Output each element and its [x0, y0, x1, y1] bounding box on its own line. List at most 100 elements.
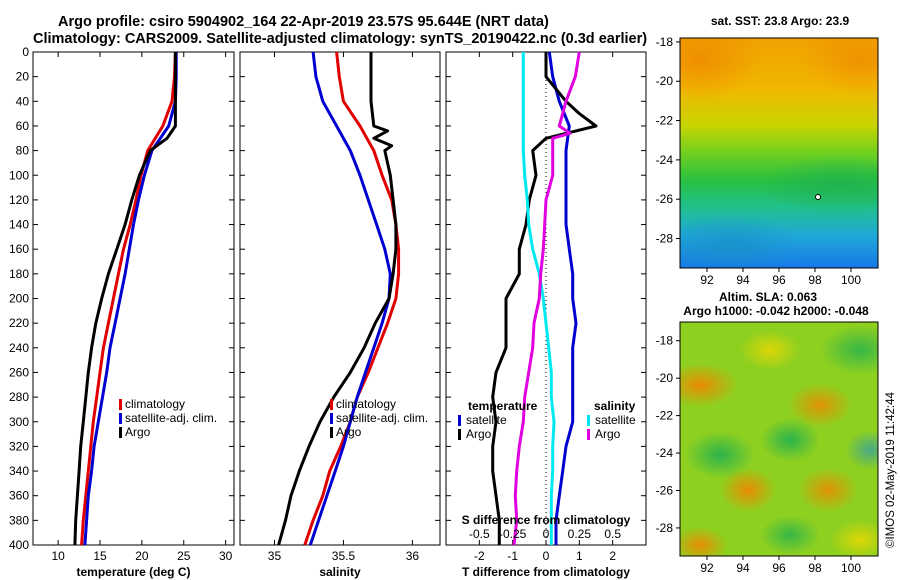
sla-orange-eddy-2	[720, 468, 776, 512]
diff-series-t-argo	[491, 52, 598, 545]
map-xtick-label: 94	[736, 273, 750, 287]
sla-orange-eddy-1	[680, 363, 738, 407]
depth-tick-label: 180	[9, 267, 29, 281]
sla-map: Altim. SLA: 0.063 Argo h1000: -0.042 h20…	[656, 290, 879, 575]
diff-legend-t-label: satellite	[466, 413, 507, 427]
temp-legend-swatch	[119, 399, 122, 410]
sla-green-eddy-2	[760, 418, 820, 462]
temp-xtick-label: 30	[219, 549, 233, 563]
diff-s-tick-label: 0	[543, 527, 550, 541]
map-ytick-label: -26	[656, 483, 674, 497]
sst-argo-marker	[815, 194, 821, 200]
sla-map-title: Altim. SLA: 0.063	[719, 290, 817, 304]
temp-legend-label: Argo	[125, 425, 151, 439]
map-ytick-label: -24	[656, 153, 674, 167]
diff-legend-t-swatch	[458, 429, 461, 440]
sal-series-climatology	[303, 51, 401, 546]
depth-tick-label: 20	[16, 70, 30, 84]
diff-s-tick-label: 0.25	[568, 527, 592, 541]
temp-xtick-label: 10	[51, 549, 65, 563]
depth-tick-label: 380	[9, 513, 29, 527]
temp-xtick-label: 25	[177, 549, 191, 563]
depth-tick-label: 0	[22, 45, 29, 59]
sst-green-band	[760, 155, 878, 215]
sla-blue-eddy	[845, 430, 878, 470]
sla-map-subtitle: Argo h1000: -0.042 h2000: -0.048	[683, 304, 869, 318]
diff-legend-t-swatch	[458, 415, 461, 426]
sal-legend-label: satellite-adj. clim.	[336, 411, 428, 425]
title-line-2: Climatology: CARS2009. Satellite-adjuste…	[33, 31, 647, 47]
sst-warm-patch	[680, 38, 760, 100]
sal-xlabel: salinity	[319, 565, 361, 579]
title-line-1: Argo profile: csiro 5904902_164 22-Apr-2…	[58, 14, 549, 30]
diff-series-s-argo	[512, 51, 581, 546]
temp-xlabel: temperature (deg C)	[76, 565, 190, 579]
sst-map: sat. SST: 23.8 Argo: 23.9 92 94 96 98 100 -18…	[656, 14, 879, 287]
diff-xtick-label: 0	[543, 549, 550, 563]
depth-tick-label: 300	[9, 415, 29, 429]
sal-legend-swatch	[330, 399, 333, 410]
sal-legend-label: climatology	[336, 397, 396, 411]
sst-warm-patch-2	[800, 38, 878, 95]
diff-s-tick-label: -0.25	[499, 527, 527, 541]
map-xtick-label: 96	[772, 561, 786, 575]
depth-tick-label: 280	[9, 390, 29, 404]
sal-frame	[239, 51, 441, 546]
diff-s-tick-label: 0.5	[604, 527, 621, 541]
depth-tick-label: 340	[9, 464, 29, 478]
map-ytick-label: -24	[656, 446, 674, 460]
sal-legend-swatch	[330, 413, 333, 424]
diff-legend-s-swatch	[587, 429, 590, 440]
diff-xtick-label: -2	[474, 549, 485, 563]
sla-green-eddy-4	[760, 515, 820, 555]
sla-yellow-patch-1	[740, 330, 800, 370]
depth-tick-label: 400	[9, 538, 29, 552]
map-xtick-label: 100	[841, 561, 861, 575]
sst-map-title: sat. SST: 23.8 Argo: 23.9	[711, 14, 850, 28]
sal-xtick-label: 35	[268, 549, 282, 563]
diff-s-tick-label: -0.5	[469, 527, 490, 541]
difference-panel: -2 -1 0 1 2 T difference from climatology temp…	[445, 51, 647, 579]
sla-orange-eddy-5	[680, 527, 728, 556]
diff-legend-temperature-title: temperature	[468, 399, 538, 413]
depth-tick-label: 160	[9, 242, 29, 256]
depth-tick-label: 140	[9, 218, 29, 232]
diff-xtick-label: 2	[609, 549, 616, 563]
depth-tick-label: 200	[9, 292, 29, 306]
depth-tick-label: 80	[16, 144, 30, 158]
diff-legend-s-label: Argo	[595, 427, 621, 441]
diff-xlabel: T difference from climatology	[462, 565, 630, 579]
map-ytick-label: -18	[656, 35, 674, 49]
map-ytick-label: -20	[656, 74, 674, 88]
depth-tick-label: 120	[9, 193, 29, 207]
depth-tick-label: 320	[9, 439, 29, 453]
sla-orange-eddy-3	[788, 383, 852, 427]
diff-legend-s-label: satellite	[595, 413, 636, 427]
depth-tick-label: 40	[16, 94, 30, 108]
map-xtick-label: 92	[700, 273, 714, 287]
temp-legend-swatch	[119, 427, 122, 438]
temp-xtick-label: 15	[93, 549, 107, 563]
sst-cool-patch	[680, 215, 800, 268]
sal-xtick-label: 35.5	[332, 549, 356, 563]
depth-tick-label: 360	[9, 489, 29, 503]
sla-orange-eddy-4	[798, 468, 858, 512]
temp-series-climatology	[80, 51, 177, 546]
map-ytick-label: -22	[656, 409, 674, 423]
diff-legend-salinity-title: salinity	[594, 399, 636, 413]
diff-frame	[445, 51, 647, 546]
temperature-panel: 10 15 20 25 30 temperature (deg C) climatology…	[32, 51, 235, 579]
map-ytick-label: -26	[656, 192, 674, 206]
sal-series-argo	[277, 52, 398, 546]
map-xtick-label: 98	[808, 273, 822, 287]
map-xtick-label: 96	[772, 273, 786, 287]
temp-series-satellite-adj-clim-	[83, 52, 178, 546]
diff-legend-s-swatch	[587, 415, 590, 426]
diff-s-axis-label: S difference from climatology	[462, 513, 631, 527]
salinity-panel: 35 35.5 36 salinity climatologysatellite-adj…	[239, 51, 441, 579]
temp-series-argo	[73, 52, 177, 546]
map-xtick-label: 100	[841, 273, 861, 287]
sal-legend-swatch	[330, 427, 333, 438]
map-xtick-label: 92	[700, 561, 714, 575]
map-ytick-label: -18	[656, 334, 674, 348]
